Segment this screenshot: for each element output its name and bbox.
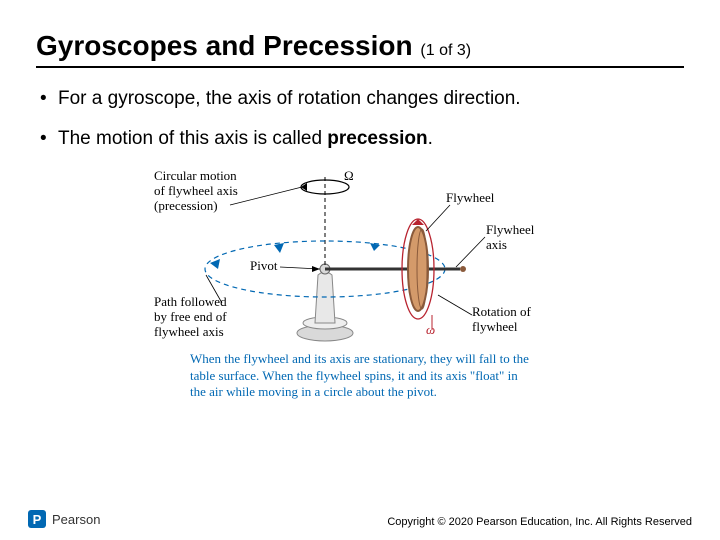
bullet-1: For a gyroscope, the axis of rotation ch… — [36, 86, 684, 112]
title-subtext: (1 of 3) — [420, 42, 471, 59]
copyright-footer: Copyright © 2020 Pearson Education, Inc.… — [387, 516, 692, 528]
label-path: Path followedby free end offlywheel axis — [154, 295, 254, 340]
label-flywheel: Flywheel — [446, 191, 494, 206]
slide-title: Gyroscopes and Precession (1 of 3) — [36, 30, 684, 68]
label-pivot: Pivot — [250, 259, 277, 274]
diagram-container: Circular motionof flywheel axis(precessi… — [36, 165, 684, 430]
label-omega-cap: Ω — [344, 169, 354, 184]
pearson-logo: P Pearson — [28, 510, 100, 528]
diagram-caption: When the flywheel and its axis are stati… — [190, 351, 530, 400]
bullet-2: The motion of this axis is called preces… — [36, 126, 684, 152]
pearson-logo-icon: P — [28, 510, 46, 528]
label-rotation: Rotation offlywheel — [472, 305, 531, 335]
label-flywheel-axis: Flywheelaxis — [486, 223, 534, 253]
pearson-brand-text: Pearson — [52, 512, 100, 527]
title-text: Gyroscopes and Precession — [36, 30, 413, 61]
label-precession: Circular motionof flywheel axis(precessi… — [154, 169, 264, 214]
label-omega: ω — [426, 323, 435, 338]
